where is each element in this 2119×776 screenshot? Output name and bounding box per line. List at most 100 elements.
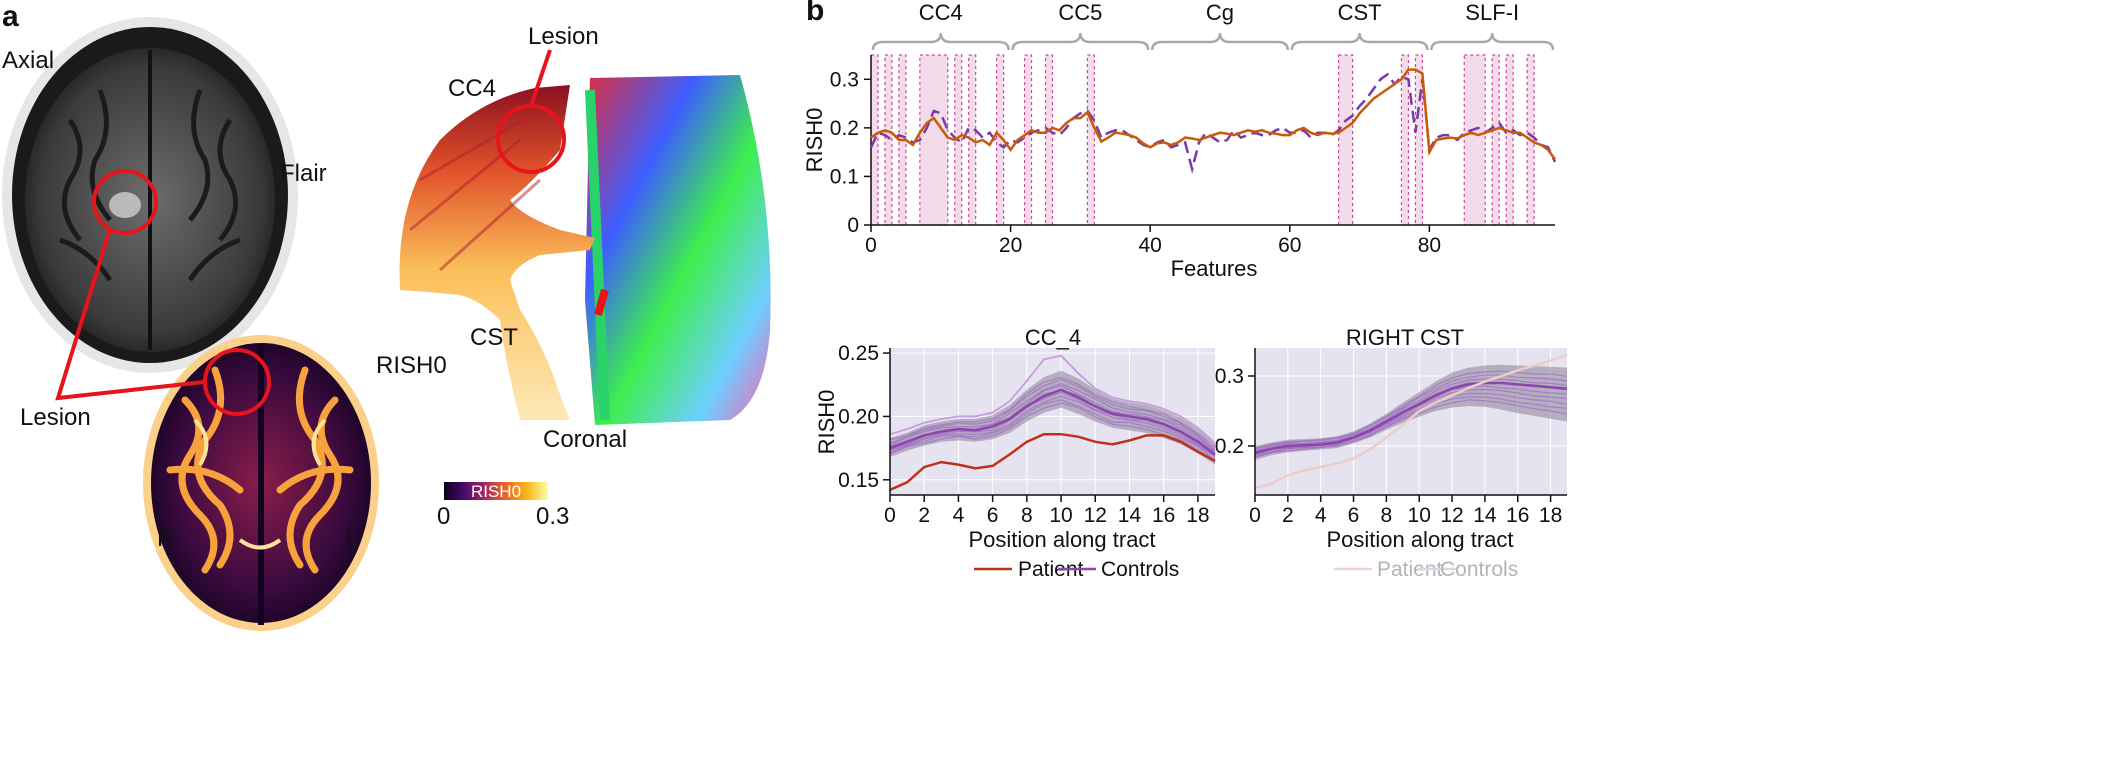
x-tick-label-2: 4 bbox=[953, 504, 965, 527]
features-xlabel: Features bbox=[1171, 256, 1258, 281]
x-tick-label-5: 10 bbox=[1049, 504, 1072, 527]
x-tick-label-4: 8 bbox=[1021, 504, 1033, 527]
lesion-label: Lesion bbox=[20, 404, 91, 431]
lesion-pointer-tract bbox=[529, 49, 552, 107]
colorbar-max-label: 0.3 bbox=[536, 503, 569, 530]
x-tick-label-0: 0 bbox=[1249, 504, 1261, 527]
features-y-ticks: 0 0.1 0.2 0.3 bbox=[830, 68, 871, 237]
x-tick-label-1: 20 bbox=[999, 234, 1022, 257]
x-tick-label-6: 12 bbox=[1440, 504, 1463, 527]
cc4-y-ticks: 0.15 0.20 0.25 bbox=[838, 342, 890, 492]
brace-cc4 bbox=[871, 32, 1010, 51]
x-tick-label-0: 0 bbox=[865, 234, 877, 257]
cst-legend-patient: Patient bbox=[1377, 558, 1443, 581]
cc4-legend-patient: Patient bbox=[1018, 558, 1084, 581]
cc4-legend: Patient Controls bbox=[974, 558, 1179, 581]
lesion-circle-rish0 bbox=[203, 348, 271, 416]
controls-max-line bbox=[889, 354, 1216, 444]
y-tick-label-2: 0.2 bbox=[830, 117, 859, 140]
cc4-profile-chart: 0.15 0.20 0.25 0 2 4 6 8 10 12 14 16 18 CC_4 Positi… bbox=[814, 325, 1216, 581]
cst-x-ticks: 0 2 4 6 8 10 12 14 16 18 bbox=[1249, 495, 1562, 527]
brace-cst bbox=[1290, 32, 1429, 51]
group-labels: CC4 CC5 Cg CST SLF-I bbox=[919, 0, 1519, 25]
x-tick-label-0: 0 bbox=[884, 504, 896, 527]
cst-patient-line bbox=[1254, 353, 1568, 490]
x-tick-label-5: 10 bbox=[1408, 504, 1431, 527]
highlight-span-15 bbox=[1505, 54, 1514, 226]
control-line-7 bbox=[889, 379, 1216, 451]
flair-label: Flair bbox=[280, 160, 327, 187]
highlight-span-9 bbox=[1086, 54, 1095, 226]
panel-b-label: b bbox=[806, 0, 824, 27]
highlight-span-13 bbox=[1463, 54, 1486, 226]
control-line-6 bbox=[889, 383, 1216, 452]
x-tick-label-4: 8 bbox=[1381, 504, 1393, 527]
highlight-span-1 bbox=[884, 54, 893, 226]
x-tick-label-3: 6 bbox=[1348, 504, 1360, 527]
cst-chart-title: RIGHT CST bbox=[1346, 325, 1464, 350]
x-tick-label-2: 40 bbox=[1139, 234, 1162, 257]
group-braces bbox=[871, 32, 1555, 51]
cst-y-ticks: 0.2 0.3 bbox=[1215, 365, 1255, 458]
control-line-8 bbox=[889, 376, 1216, 448]
panel-a-label: a bbox=[2, 0, 19, 33]
control-line-0 bbox=[889, 402, 1216, 463]
flair-brain-image bbox=[2, 17, 298, 373]
features-patient-line bbox=[870, 68, 1557, 161]
cst-legend: Patient Controls bbox=[1334, 558, 1518, 581]
y-tick-label-1: 0.20 bbox=[838, 405, 879, 428]
rish0-brain-image bbox=[143, 335, 379, 631]
axial-label: Axial bbox=[2, 47, 54, 74]
cc4-ylabel: RISH0 bbox=[814, 390, 839, 455]
brace-cc5 bbox=[1011, 32, 1150, 51]
x-tick-label-1: 2 bbox=[918, 504, 930, 527]
cc4-patient-line bbox=[889, 432, 1216, 492]
cst-label: CST bbox=[470, 324, 518, 351]
highlight-span-7 bbox=[1023, 54, 1033, 226]
y-tick-label-1: 0.1 bbox=[830, 165, 859, 188]
lesion-pointer-lines bbox=[55, 228, 205, 401]
cst-controls-lines bbox=[1254, 370, 1568, 458]
right-cst-profile-chart: 0.2 0.3 0 2 4 6 8 10 12 14 16 18 RIGHT CST Positio… bbox=[1215, 325, 1568, 581]
rish0-colorbar: RISH0 0 0.3 bbox=[437, 482, 569, 530]
cc4-x-ticks: 0 2 4 6 8 10 12 14 16 18 bbox=[884, 495, 1210, 527]
group-label-cg: Cg bbox=[1206, 0, 1234, 25]
cst-legend-controls: Controls bbox=[1440, 558, 1518, 581]
brace-cg bbox=[1150, 32, 1290, 51]
x-tick-label-9: 18 bbox=[1186, 504, 1209, 527]
colorbar-min-label: 0 bbox=[437, 503, 450, 530]
control-line-2 bbox=[1254, 392, 1568, 456]
rish0-map-label: RISH0 bbox=[376, 352, 447, 379]
controls-mean-line bbox=[889, 388, 1216, 456]
cc4-label: CC4 bbox=[448, 75, 496, 102]
group-label-cst: CST bbox=[1338, 0, 1382, 25]
features-axes bbox=[870, 55, 1555, 226]
x-tick-label-7: 14 bbox=[1473, 504, 1497, 527]
y-tick-label-0: 0.2 bbox=[1215, 435, 1244, 458]
x-tick-label-2: 4 bbox=[1315, 504, 1327, 527]
x-tick-label-7: 14 bbox=[1118, 504, 1142, 527]
highlight-span-10 bbox=[1338, 54, 1354, 226]
x-tick-label-3: 6 bbox=[987, 504, 999, 527]
y-tick-label-3: 0.3 bbox=[830, 68, 859, 91]
y-tick-label-2: 0.25 bbox=[838, 342, 879, 365]
y-tick-label-0: 0.15 bbox=[838, 469, 879, 492]
control-line-1 bbox=[889, 399, 1216, 461]
features-controls-line bbox=[869, 72, 1557, 175]
tractography-image bbox=[399, 75, 771, 425]
lesion-circle-flair bbox=[92, 169, 158, 235]
group-label-slf-i: SLF-I bbox=[1465, 0, 1519, 25]
x-tick-label-6: 12 bbox=[1084, 504, 1107, 527]
cc4-controls-lines bbox=[889, 354, 1216, 463]
panel-a: a Axial Flair RISH0 R L Lesion bbox=[2, 0, 771, 631]
x-tick-label-1: 2 bbox=[1282, 504, 1294, 527]
cc4-legend-controls: Controls bbox=[1101, 558, 1179, 581]
x-tick-label-8: 16 bbox=[1506, 504, 1529, 527]
highlight-span-14 bbox=[1491, 54, 1500, 226]
cc4-controls-band bbox=[890, 370, 1215, 465]
control-line-2 bbox=[889, 395, 1216, 458]
cst-xlabel: Position along tract bbox=[1326, 527, 1513, 552]
brace-slf-i bbox=[1430, 32, 1555, 51]
features-x-ticks: 0 20 40 60 80 bbox=[865, 225, 1441, 257]
control-line-6 bbox=[1254, 378, 1568, 452]
